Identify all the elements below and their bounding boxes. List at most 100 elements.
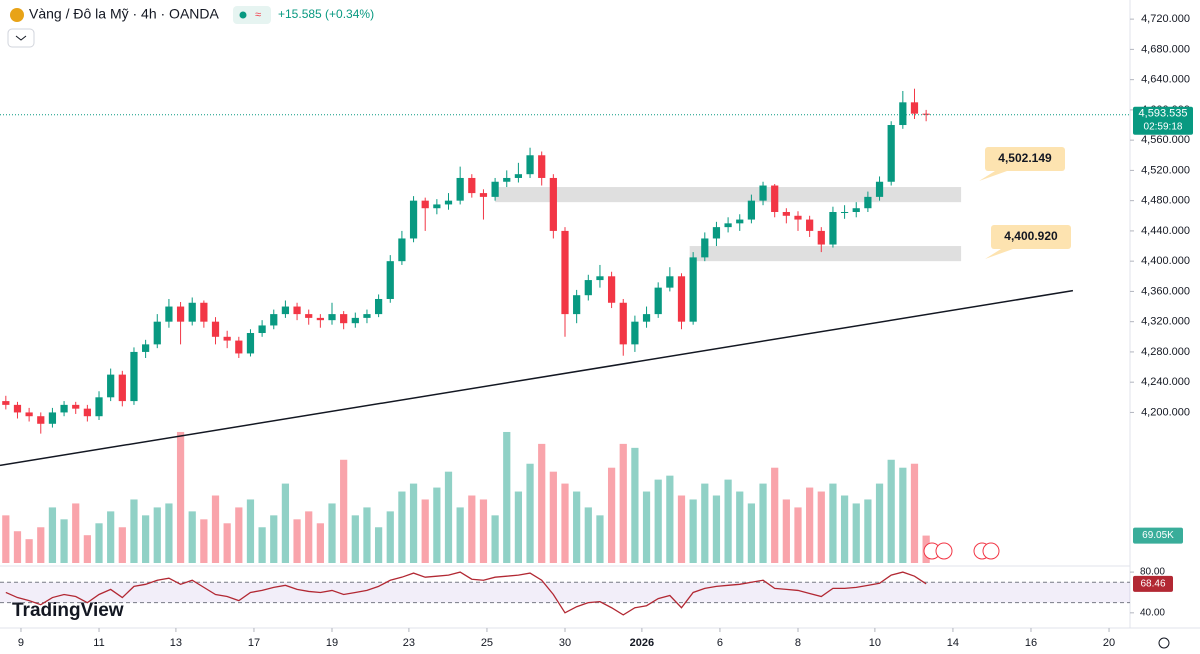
status-icon: ≈ bbox=[255, 9, 261, 21]
volume-bar bbox=[2, 515, 10, 563]
candle-body bbox=[398, 238, 406, 262]
candle-body bbox=[689, 257, 697, 322]
settings-icon[interactable] bbox=[1158, 637, 1170, 649]
candle-body bbox=[887, 125, 895, 182]
candle-body bbox=[736, 219, 744, 224]
candle-body bbox=[48, 412, 57, 424]
chevron bbox=[15, 35, 27, 41]
volume-bar bbox=[701, 483, 709, 563]
candle-body bbox=[421, 200, 429, 209]
y-tick-label: 4,400.000 bbox=[1141, 255, 1190, 267]
volume-bar bbox=[188, 511, 196, 563]
x-tick-label: 25 bbox=[481, 637, 493, 649]
zone bbox=[689, 246, 962, 262]
candle-body bbox=[107, 374, 115, 398]
y-tick-label: 4,560.000 bbox=[1141, 134, 1190, 146]
volume-label: 69.05K bbox=[1142, 530, 1174, 541]
candle-body bbox=[794, 215, 802, 220]
volume-bar bbox=[817, 491, 825, 563]
x-tick-label: 2026 bbox=[630, 637, 654, 649]
candle-body bbox=[910, 102, 919, 114]
candle-body bbox=[852, 208, 860, 212]
volume-bar bbox=[165, 503, 173, 563]
callout-box bbox=[985, 147, 1065, 171]
x-tick-label: 11 bbox=[93, 637, 104, 649]
candle-body bbox=[724, 223, 732, 228]
volume-bar bbox=[200, 519, 208, 563]
volume-bar bbox=[142, 515, 150, 563]
volume-bar bbox=[852, 503, 860, 563]
volume-bar bbox=[281, 483, 290, 563]
volume-bar bbox=[538, 443, 546, 563]
y-tick-label: 4,320.000 bbox=[1141, 316, 1190, 328]
volume-bar bbox=[573, 491, 581, 563]
volume-bar bbox=[526, 463, 534, 563]
volume-bar bbox=[25, 539, 33, 563]
volume-bar bbox=[176, 431, 185, 563]
candle-body bbox=[328, 314, 336, 321]
candle-body bbox=[817, 230, 825, 245]
x-tick-label: 13 bbox=[170, 637, 182, 649]
volume-bar bbox=[631, 447, 639, 563]
volume-bar bbox=[60, 519, 68, 563]
volume-bar bbox=[246, 499, 255, 563]
volume-bar bbox=[316, 523, 324, 563]
rsi-label-box bbox=[1133, 575, 1173, 592]
candle-body bbox=[654, 287, 662, 315]
candle-body bbox=[374, 298, 383, 315]
candle-body bbox=[607, 276, 616, 303]
volume-bar bbox=[130, 499, 138, 563]
volume-bar bbox=[736, 491, 744, 563]
volume-bar bbox=[864, 499, 872, 563]
volume-bar bbox=[386, 511, 394, 563]
zone bbox=[495, 187, 962, 203]
candle-body bbox=[712, 227, 721, 239]
x-tick-label: 6 bbox=[717, 637, 723, 649]
y-tick-label: 4,440.000 bbox=[1141, 225, 1190, 237]
candle-body bbox=[83, 408, 91, 417]
candle-body bbox=[479, 193, 488, 197]
last-price-box bbox=[1133, 106, 1193, 135]
x-tick-label: 14 bbox=[947, 637, 959, 649]
candle-body bbox=[200, 302, 208, 322]
collapse-button[interactable] bbox=[7, 28, 35, 48]
event-icon[interactable] bbox=[982, 542, 1000, 560]
candle-body bbox=[875, 181, 884, 197]
volume-bar bbox=[363, 507, 371, 563]
volume-bar bbox=[374, 527, 383, 563]
x-tick-label: 9 bbox=[18, 637, 24, 649]
volume-bar bbox=[654, 479, 662, 563]
candle-body bbox=[596, 276, 604, 281]
candle-body bbox=[363, 314, 371, 318]
volume-bar bbox=[305, 511, 313, 563]
volume-bar bbox=[270, 515, 278, 563]
candle-body bbox=[619, 302, 627, 345]
volume-bar bbox=[433, 487, 441, 563]
candle-body bbox=[246, 333, 255, 354]
candle-body bbox=[130, 351, 138, 402]
candle-body bbox=[538, 155, 546, 178]
candle-body bbox=[60, 404, 68, 413]
candle-body bbox=[747, 200, 756, 220]
candle-body bbox=[677, 276, 686, 322]
volume-bar bbox=[689, 499, 697, 563]
volume-bar bbox=[584, 507, 592, 563]
event-icon[interactable] bbox=[935, 542, 953, 560]
volume-bar bbox=[607, 467, 616, 563]
candle-body bbox=[2, 401, 10, 405]
volume-bar bbox=[771, 467, 779, 563]
callout-box bbox=[991, 225, 1071, 249]
volume-bar bbox=[258, 527, 266, 563]
candle-body bbox=[666, 276, 674, 288]
volume-bar bbox=[118, 527, 126, 563]
volume-bar bbox=[235, 507, 243, 563]
volume-bar bbox=[328, 503, 336, 563]
volume-bar bbox=[875, 483, 884, 563]
volume-bar bbox=[456, 507, 464, 563]
y-tick-label: 4,200.000 bbox=[1141, 406, 1190, 418]
candle-body bbox=[864, 196, 872, 209]
volume-bar bbox=[619, 443, 627, 563]
countdown: 02:59:18 bbox=[1144, 121, 1183, 132]
y-tick-label: 4,680.000 bbox=[1141, 43, 1190, 55]
candle-body bbox=[584, 280, 592, 296]
